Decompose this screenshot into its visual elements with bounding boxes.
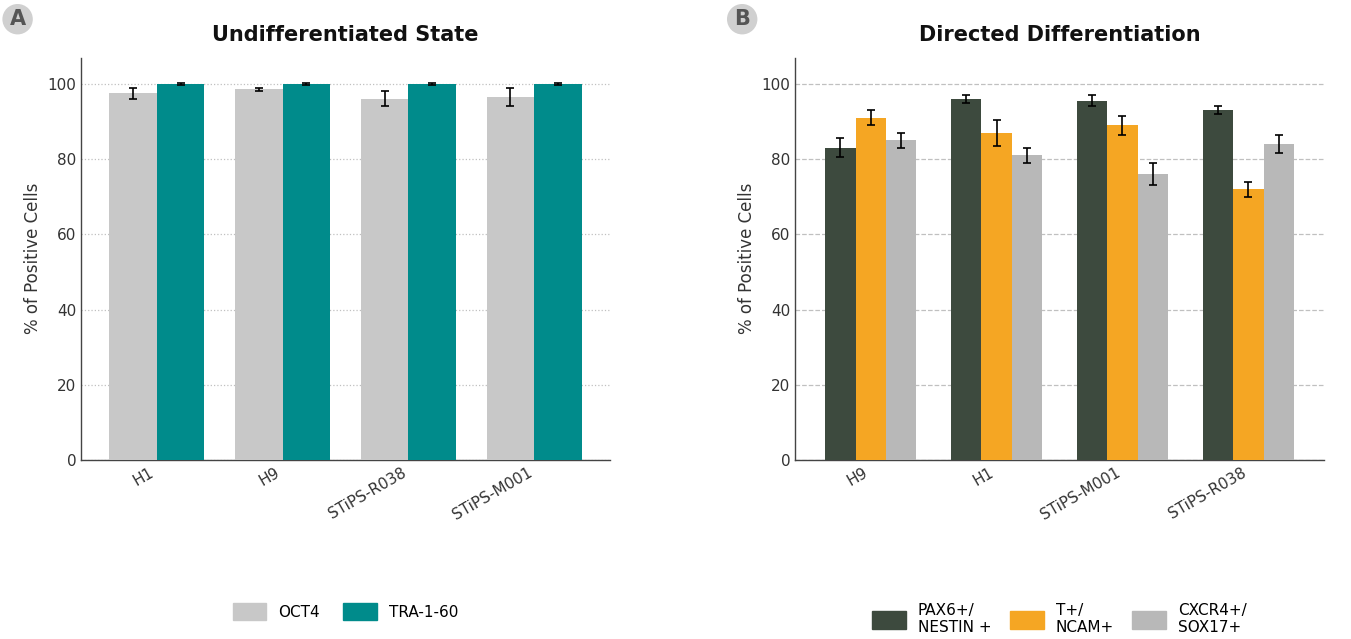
Bar xyxy=(1233,189,1263,460)
Bar xyxy=(1077,101,1108,460)
Legend: OCT4, TRA-1-60: OCT4, TRA-1-60 xyxy=(227,597,465,626)
Bar xyxy=(1012,155,1042,460)
Bar xyxy=(1108,125,1138,460)
Legend: PAX6+/
NESTIN +, T+/
NCAM+, CXCR4+/
SOX17+: PAX6+/ NESTIN +, T+/ NCAM+, CXCR4+/ SOX1… xyxy=(866,597,1252,639)
Bar xyxy=(951,99,981,460)
Text: A: A xyxy=(9,9,26,29)
Bar xyxy=(1204,110,1233,460)
Bar xyxy=(486,97,535,460)
Bar xyxy=(282,84,331,460)
Bar xyxy=(1263,144,1294,460)
Bar xyxy=(981,133,1012,460)
Bar xyxy=(157,84,204,460)
Bar xyxy=(1138,174,1167,460)
Y-axis label: % of Positive Cells: % of Positive Cells xyxy=(24,183,42,334)
Bar xyxy=(535,84,582,460)
Bar xyxy=(408,84,457,460)
Title: Undifferentiated State: Undifferentiated State xyxy=(212,25,478,45)
Bar xyxy=(235,89,282,460)
Bar xyxy=(886,141,916,460)
Bar xyxy=(361,99,408,460)
Title: Directed Differentiation: Directed Differentiation xyxy=(919,25,1200,45)
Bar xyxy=(109,93,157,460)
Text: B: B xyxy=(734,9,750,29)
Y-axis label: % of Positive Cells: % of Positive Cells xyxy=(738,183,755,334)
Bar xyxy=(855,118,886,460)
Bar xyxy=(825,148,855,460)
